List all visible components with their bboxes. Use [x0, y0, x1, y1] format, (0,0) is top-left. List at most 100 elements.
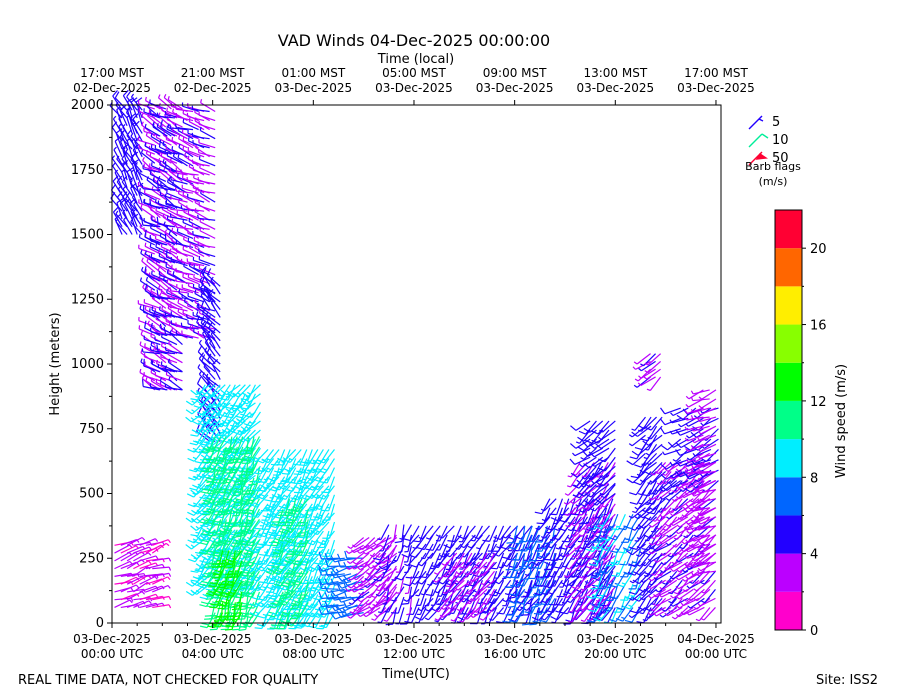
wind-barb	[133, 600, 152, 609]
wind-barb	[138, 233, 156, 246]
wind-barb	[232, 477, 249, 494]
wind-barb	[149, 328, 168, 337]
wind-barb	[133, 560, 152, 570]
y-tick-label: 250	[79, 551, 104, 566]
wind-barb	[152, 539, 171, 546]
wind-barb	[201, 354, 216, 373]
wind-barb	[203, 402, 221, 418]
wind-barb	[175, 277, 194, 285]
wind-barb	[149, 163, 167, 173]
wind-barb	[200, 300, 216, 318]
top-tick-label-date: 03-Dec-2025	[476, 81, 554, 95]
wind-barb	[176, 228, 194, 239]
wind-barb	[168, 230, 183, 246]
wind-barb	[159, 120, 176, 137]
wind-barb	[211, 359, 221, 380]
wind-barb	[164, 346, 183, 355]
colorbar-bin	[775, 477, 802, 516]
wind-barb	[240, 420, 261, 432]
wind-barb	[149, 170, 167, 182]
wind-barb	[261, 449, 280, 464]
wind-barb	[150, 237, 168, 246]
wind-barb	[220, 384, 241, 396]
colorbar-tick-label: 0	[810, 624, 818, 639]
wind-barb	[251, 576, 269, 592]
wind-barb	[152, 557, 172, 562]
wind-barb	[158, 284, 172, 300]
top-tick-label-date: 03-Dec-2025	[677, 81, 755, 95]
wind-barb	[377, 524, 390, 541]
wind-barb	[198, 264, 216, 276]
wind-barb	[152, 566, 172, 571]
wind-barb	[180, 169, 199, 176]
x-tick-label-time: 20:00 UTC	[584, 647, 646, 661]
wind-barb	[151, 270, 168, 282]
wind-barb	[243, 539, 260, 556]
wind-barb	[202, 268, 216, 287]
wind-barb	[221, 411, 241, 425]
wind-barb	[141, 184, 160, 192]
top-tick-label-date: 03-Dec-2025	[274, 81, 352, 95]
wind-barb	[225, 402, 241, 419]
legend-label-5: 5	[772, 115, 780, 130]
colorbar-tick-label: 4	[810, 548, 818, 563]
wind-barb	[138, 107, 156, 119]
wind-barb	[165, 200, 183, 210]
wind-barb	[143, 358, 161, 373]
wind-barb	[186, 177, 205, 185]
wind-barb	[255, 512, 269, 530]
wind-barb	[224, 550, 243, 565]
colorbar-bin	[775, 400, 802, 440]
wind-barb	[198, 539, 216, 555]
wind-barb	[203, 393, 221, 409]
y-tick-label: 750	[79, 422, 104, 437]
wind-barb	[193, 273, 210, 285]
wind-barb	[188, 244, 205, 258]
wind-barb	[158, 270, 176, 282]
wind-barb	[197, 241, 216, 249]
wind-barb	[145, 276, 161, 291]
x-tick-label-date: 03-Dec-2025	[576, 632, 654, 646]
wind-barb	[210, 436, 227, 452]
wind-barb	[198, 256, 216, 267]
wind-barb	[205, 288, 221, 303]
wind-barb	[204, 498, 222, 514]
wind-barb	[570, 420, 591, 431]
wind-barb	[175, 267, 194, 276]
wind-barb	[182, 218, 199, 230]
wind-barb	[160, 152, 178, 164]
wind-barb	[130, 93, 143, 111]
top-tick-label-time: 21:00 MST	[181, 66, 245, 80]
wind-barb	[190, 384, 211, 396]
wind-barb	[190, 583, 211, 595]
wind-barb	[201, 276, 216, 295]
wind-barb	[149, 383, 168, 391]
x-tick-label-date: 03-Dec-2025	[174, 632, 252, 646]
wind-barb	[121, 191, 133, 212]
wind-barb	[200, 519, 216, 536]
wind-barb	[129, 179, 143, 197]
wind-barb	[399, 524, 412, 540]
wind-barb	[198, 248, 216, 258]
wind-barb	[150, 253, 168, 264]
wind-barb	[169, 213, 188, 221]
wind-barb	[175, 330, 194, 339]
wind-barb	[144, 266, 161, 282]
wind-barb	[114, 599, 133, 608]
wind-barb	[201, 436, 216, 453]
wind-barb	[174, 187, 194, 194]
y-tick-label: 1250	[71, 292, 104, 307]
x-tick-label-time: 04:00 UTC	[182, 647, 244, 661]
wind-barb	[174, 123, 194, 131]
wind-barb	[690, 389, 710, 395]
wind-barb	[208, 411, 226, 427]
x-tick-label-time: 16:00 UTC	[484, 647, 546, 661]
wind-barb	[204, 347, 216, 365]
wind-barb	[131, 194, 143, 212]
wind-barb	[152, 604, 172, 609]
wind-barb	[206, 314, 221, 334]
legend-barb-5	[748, 115, 764, 130]
wind-barb	[198, 155, 216, 167]
wind-barb	[351, 591, 370, 602]
top-tick-label-date: 02-Dec-2025	[174, 81, 252, 95]
